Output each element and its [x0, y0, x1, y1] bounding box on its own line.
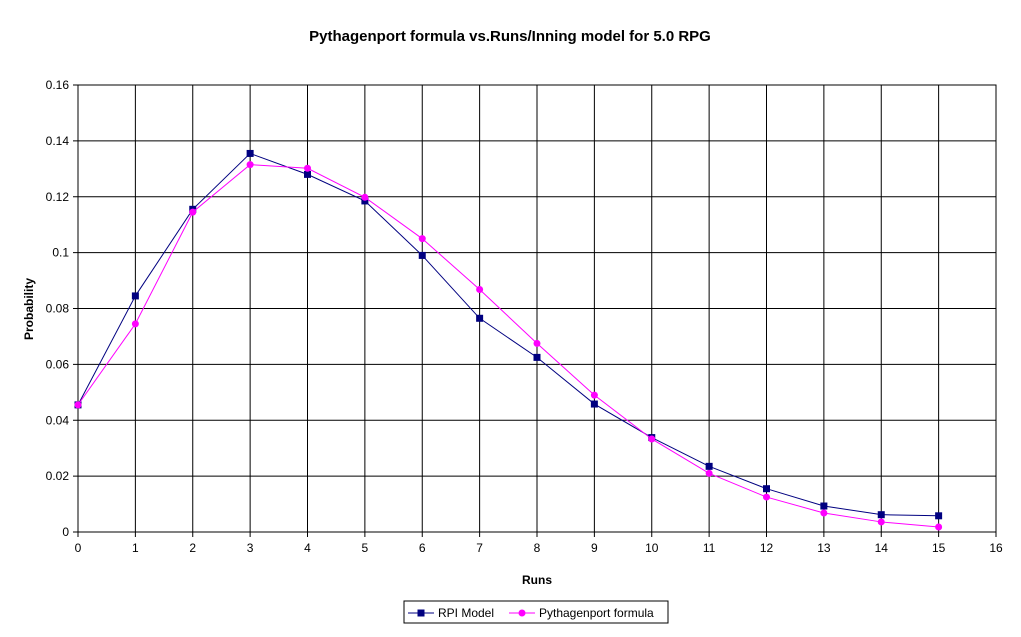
series-line [77, 164, 939, 528]
x-tick-label: 14 [875, 541, 889, 555]
x-tick-label: 3 [247, 541, 254, 555]
data-point [935, 512, 943, 520]
x-tick-label: 11 [703, 541, 716, 555]
data-point [74, 401, 82, 409]
legend-item: Pythagenport formula [509, 606, 654, 620]
x-axis-title: Runs [522, 573, 552, 587]
data-point [533, 353, 541, 361]
legend-item: RPI Model [408, 606, 494, 620]
data-point [131, 292, 139, 300]
y-tick-label: 0.1 [52, 246, 69, 260]
legend-marker [417, 609, 425, 617]
data-point [189, 208, 197, 216]
x-tick-label: 15 [932, 541, 946, 555]
y-tick-label: 0.16 [46, 78, 70, 92]
data-point [590, 400, 598, 408]
data-point [533, 339, 541, 347]
y-tick-label: 0.14 [46, 134, 70, 148]
x-tick-label: 0 [75, 541, 82, 555]
legend-box [403, 600, 669, 624]
y-tick-label: 0.12 [46, 190, 70, 204]
y-tick-label: 0 [62, 525, 69, 539]
legend: RPI Model Pythagenport formula [403, 600, 669, 624]
data-point [648, 435, 656, 443]
y-tick-label: 0.08 [46, 302, 70, 316]
y-axis-ticks: 0 0.02 0.04 0.06 0.08 0.1 0.12 0.14 0.16 [46, 78, 78, 539]
data-point [476, 286, 484, 294]
data-point [246, 149, 254, 157]
data-point [304, 170, 311, 178]
series-layer [74, 149, 943, 531]
y-axis-title: Probability [22, 278, 36, 340]
x-tick-label: 16 [989, 541, 1003, 555]
data-point [418, 235, 426, 243]
data-point [935, 523, 943, 531]
data-point [131, 320, 139, 328]
series-line [77, 152, 939, 517]
x-tick-label: 12 [760, 541, 774, 555]
y-tick-label: 0.06 [46, 357, 70, 371]
data-point [590, 391, 598, 399]
grid-lines [77, 84, 997, 533]
data-point [705, 462, 713, 470]
data-point [763, 485, 770, 493]
x-tick-label: 5 [362, 541, 369, 555]
data-point [877, 511, 885, 519]
legend-label: Pythagenport formula [539, 606, 654, 620]
data-point [820, 502, 828, 510]
x-tick-label: 10 [645, 541, 659, 555]
x-tick-label: 2 [189, 541, 196, 555]
data-point [418, 251, 426, 259]
data-point [246, 161, 254, 169]
x-tick-label: 9 [591, 541, 598, 555]
chart-title: Pythagenport formula vs.Runs/Inning mode… [309, 28, 711, 45]
x-axis-ticks: 0 1 2 3 4 5 6 7 8 9 10 11 12 13 14 15 16 [75, 532, 1003, 555]
data-point [877, 518, 885, 526]
x-tick-label: 8 [534, 541, 541, 555]
x-tick-label: 6 [419, 541, 426, 555]
series-pythagenport-formula [74, 161, 943, 531]
y-tick-label: 0.04 [46, 413, 70, 427]
y-tick-label: 0.02 [46, 469, 70, 483]
data-point [361, 193, 369, 201]
data-point [304, 164, 311, 172]
series-rpi-model [74, 149, 943, 520]
x-tick-label: 13 [817, 541, 831, 555]
data-point [476, 314, 484, 322]
data-point [705, 469, 713, 477]
data-point [820, 509, 828, 517]
legend-label: RPI Model [438, 606, 494, 620]
legend-marker [518, 609, 526, 617]
x-tick-label: 4 [304, 541, 311, 555]
x-tick-label: 1 [132, 541, 139, 555]
x-tick-label: 7 [476, 541, 483, 555]
data-point [361, 197, 369, 205]
legend-items: RPI Model Pythagenport formula [408, 606, 654, 620]
data-point [763, 493, 770, 501]
